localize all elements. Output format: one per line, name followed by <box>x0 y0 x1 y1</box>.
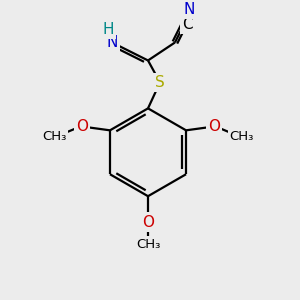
Text: N: N <box>183 2 195 17</box>
Text: CH₃: CH₃ <box>42 130 66 143</box>
Text: CH₃: CH₃ <box>230 130 254 143</box>
Text: H: H <box>102 22 114 37</box>
Text: O: O <box>208 119 220 134</box>
Text: S: S <box>155 75 165 90</box>
Text: O: O <box>142 214 154 230</box>
Text: CH₃: CH₃ <box>136 238 160 250</box>
Text: O: O <box>76 119 88 134</box>
Text: C: C <box>183 17 193 32</box>
Text: N: N <box>106 35 118 50</box>
